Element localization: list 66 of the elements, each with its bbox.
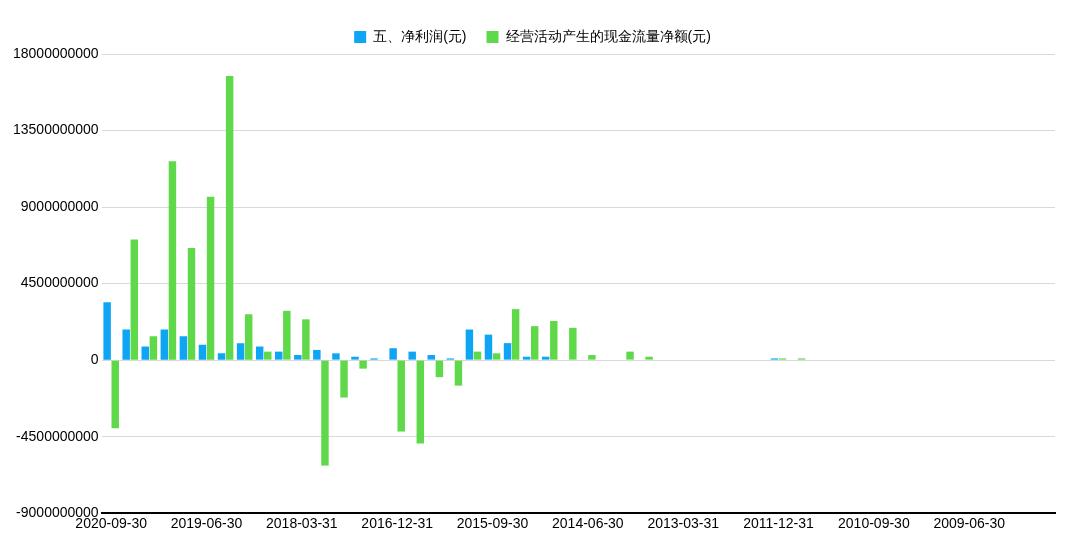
bar: [179, 336, 188, 360]
bar: [103, 302, 111, 360]
bar: [389, 348, 397, 360]
bar: [198, 344, 207, 360]
bar: [530, 326, 539, 360]
bar: [492, 353, 501, 360]
bar: [435, 360, 444, 378]
bar: [351, 356, 359, 360]
bar: [503, 343, 512, 360]
x-tick-label: 2018-03-31: [266, 515, 338, 532]
bar: [454, 360, 463, 386]
x-tick-label: 2016-12-31: [361, 515, 434, 532]
bar: [359, 360, 367, 369]
bar: [626, 351, 634, 360]
bar: [225, 76, 234, 360]
y-tick-label: 13500000000: [12, 121, 99, 138]
bar: [122, 329, 130, 360]
x-tick-label: 2011-12-31: [743, 515, 815, 532]
bar: [160, 329, 169, 360]
bar: [397, 360, 405, 432]
bar: [550, 321, 558, 360]
bar: [264, 351, 272, 360]
bar: [484, 334, 493, 360]
y-tick-label: 4500000000: [20, 274, 99, 291]
bar: [255, 346, 264, 360]
y-tick-label: -4500000000: [16, 427, 99, 444]
y-tick-label: 0: [90, 350, 99, 367]
x-tick-label: 2013-03-31: [647, 515, 720, 532]
bar: [302, 319, 310, 360]
bar: [511, 309, 520, 360]
bar: [111, 360, 119, 429]
bar: [130, 239, 139, 360]
bar: [283, 310, 291, 360]
legend-label: 五、净利润(元): [373, 27, 467, 44]
legend-label: 经营活动产生的现金流量净额(元): [505, 27, 711, 44]
bar: [217, 353, 226, 360]
bar: [244, 314, 253, 360]
bar: [416, 360, 425, 444]
y-tick-label: 18000000000: [12, 44, 99, 61]
x-tick-label: 2014-06-30: [552, 515, 624, 532]
y-tick-label: 9000000000: [20, 197, 99, 214]
bar: [206, 196, 215, 360]
x-tick-label: 2019-06-30: [170, 515, 243, 532]
bar: [588, 355, 596, 360]
x-tick-label: 2009-06-30: [933, 515, 1006, 532]
bar: [427, 355, 435, 360]
bar: [275, 351, 283, 360]
bar: [522, 356, 531, 360]
bar: [645, 356, 653, 360]
bar: [321, 360, 329, 466]
bar: [465, 329, 474, 360]
bar: [340, 360, 348, 398]
bar: [168, 161, 177, 360]
x-tick-label: 2010-09-30: [838, 515, 910, 532]
x-tick-label: 2015-09-30: [456, 515, 529, 532]
bar: [569, 327, 577, 360]
bar: [332, 353, 340, 360]
bar: [541, 356, 550, 360]
bar: [149, 336, 158, 360]
bar: [313, 349, 321, 360]
bar: [294, 355, 302, 360]
bar: [473, 351, 482, 360]
bar: [141, 346, 149, 360]
bar: [408, 351, 416, 360]
bar: [187, 247, 196, 360]
bar: [236, 343, 245, 360]
